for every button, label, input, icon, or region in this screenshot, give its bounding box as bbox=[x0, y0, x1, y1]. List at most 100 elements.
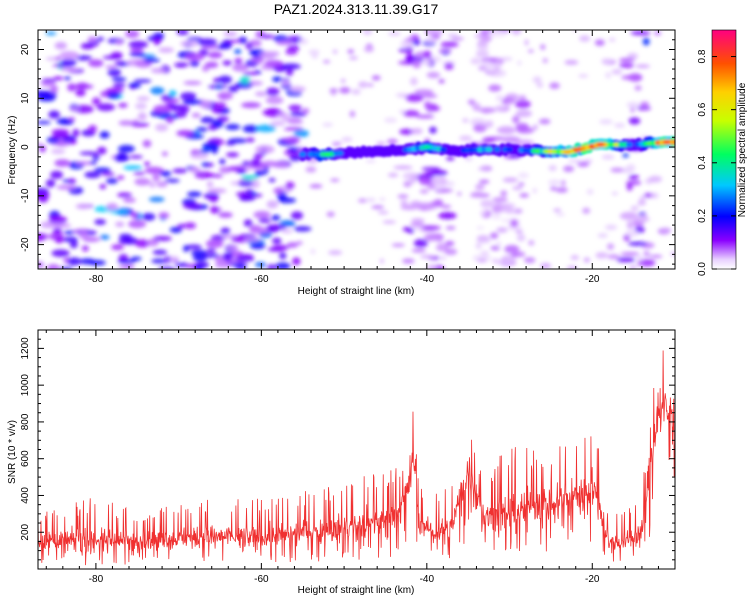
noise-blob bbox=[249, 226, 268, 234]
noise-blob bbox=[625, 230, 639, 237]
noise-blob bbox=[500, 190, 508, 197]
noise-blob bbox=[101, 172, 115, 176]
noise-blob bbox=[371, 205, 385, 210]
noise-blob bbox=[234, 48, 242, 55]
noise-blob bbox=[561, 180, 566, 186]
noise-blob bbox=[222, 60, 232, 66]
noise-blob bbox=[619, 63, 635, 68]
noise-blob bbox=[421, 225, 441, 231]
noise-blob bbox=[255, 145, 275, 154]
noise-blob bbox=[237, 181, 254, 187]
noise-blob bbox=[420, 254, 436, 259]
noise-blob bbox=[244, 62, 258, 67]
noise-blob bbox=[107, 68, 121, 77]
noise-blob bbox=[413, 239, 428, 248]
snr-plot bbox=[38, 350, 675, 566]
noise-blob bbox=[105, 87, 124, 94]
noise-blob bbox=[629, 265, 637, 269]
noise-blob bbox=[172, 168, 188, 174]
noise-blob bbox=[618, 57, 635, 63]
noise-blob bbox=[74, 161, 94, 166]
noise-blob bbox=[111, 77, 127, 82]
noise-blob bbox=[246, 137, 255, 143]
noise-blob bbox=[384, 117, 397, 123]
noise-blob bbox=[118, 144, 135, 153]
noise-blob bbox=[69, 106, 80, 112]
signal-core bbox=[336, 150, 344, 156]
noise-blob bbox=[496, 227, 508, 233]
noise-blob bbox=[125, 30, 140, 39]
spectrogram-ylabel: Frequency (Hz) bbox=[7, 116, 18, 185]
signal-core bbox=[485, 147, 493, 152]
noise-blob bbox=[106, 178, 118, 184]
noise-blob bbox=[309, 184, 323, 189]
noise-blob bbox=[273, 187, 284, 194]
noise-blob bbox=[134, 177, 151, 186]
noise-blob bbox=[536, 82, 544, 88]
noise-blob bbox=[577, 161, 590, 167]
noise-blob bbox=[311, 54, 319, 59]
spectrogram-plot bbox=[38, 30, 675, 269]
noise-blob bbox=[494, 259, 515, 265]
noise-blob bbox=[220, 227, 231, 235]
noise-blob bbox=[266, 107, 281, 114]
noise-blob bbox=[266, 200, 279, 209]
noise-blob bbox=[258, 217, 271, 224]
noise-blob bbox=[205, 239, 224, 248]
noise-blob bbox=[627, 241, 648, 246]
noise-blob bbox=[289, 111, 307, 117]
x-tick-label: -20 bbox=[585, 274, 600, 285]
noise-blob bbox=[310, 248, 316, 255]
noise-blob bbox=[271, 237, 282, 245]
noise-blob bbox=[79, 151, 98, 156]
noise-blob bbox=[283, 127, 304, 131]
noise-blob bbox=[118, 264, 135, 269]
noise-blob bbox=[38, 195, 49, 203]
noise-blob bbox=[616, 257, 636, 263]
noise-blob bbox=[405, 53, 414, 61]
y-tick-label: -20 bbox=[20, 237, 31, 252]
noise-blob bbox=[475, 183, 485, 191]
noise-blob bbox=[97, 146, 107, 155]
noise-blob bbox=[151, 258, 167, 264]
noise-blob bbox=[512, 185, 523, 191]
noise-blob bbox=[38, 145, 47, 153]
noise-blob bbox=[586, 188, 594, 195]
noise-blob bbox=[292, 257, 301, 266]
noise-blob bbox=[202, 142, 220, 150]
noise-blob bbox=[339, 87, 351, 94]
noise-blob bbox=[470, 57, 482, 65]
noise-blob bbox=[426, 71, 441, 79]
noise-blob bbox=[533, 124, 538, 131]
signal-core bbox=[299, 151, 307, 157]
noise-blob bbox=[524, 39, 529, 46]
noise-blob bbox=[494, 105, 507, 110]
noise-blob bbox=[433, 198, 444, 207]
y-tick-label: 200 bbox=[20, 523, 31, 540]
noise-blob bbox=[421, 93, 438, 99]
noise-blob bbox=[425, 37, 438, 44]
noise-blob bbox=[265, 87, 280, 96]
noise-blob bbox=[404, 37, 416, 43]
noise-blob bbox=[207, 51, 223, 59]
noise-blob bbox=[245, 42, 253, 50]
noise-blob bbox=[653, 31, 662, 36]
noise-blob bbox=[201, 204, 209, 209]
noise-blob bbox=[161, 151, 169, 157]
noise-blob bbox=[412, 59, 422, 69]
noise-blob bbox=[636, 106, 651, 111]
noise-blob bbox=[148, 196, 165, 203]
noise-blob bbox=[200, 116, 215, 124]
noise-blob bbox=[419, 189, 429, 194]
noise-blob bbox=[75, 82, 89, 90]
colorbar-tick-label: 0.8 bbox=[697, 49, 708, 63]
noise-blob bbox=[515, 109, 533, 118]
noise-blob bbox=[183, 80, 202, 86]
noise-blob bbox=[391, 243, 405, 247]
noise-blob bbox=[169, 256, 180, 263]
noise-blob bbox=[114, 154, 130, 162]
noise-blob bbox=[285, 67, 294, 76]
noise-blob bbox=[480, 199, 495, 209]
noise-blob bbox=[435, 243, 450, 252]
y-tick-label: 20 bbox=[20, 44, 31, 56]
